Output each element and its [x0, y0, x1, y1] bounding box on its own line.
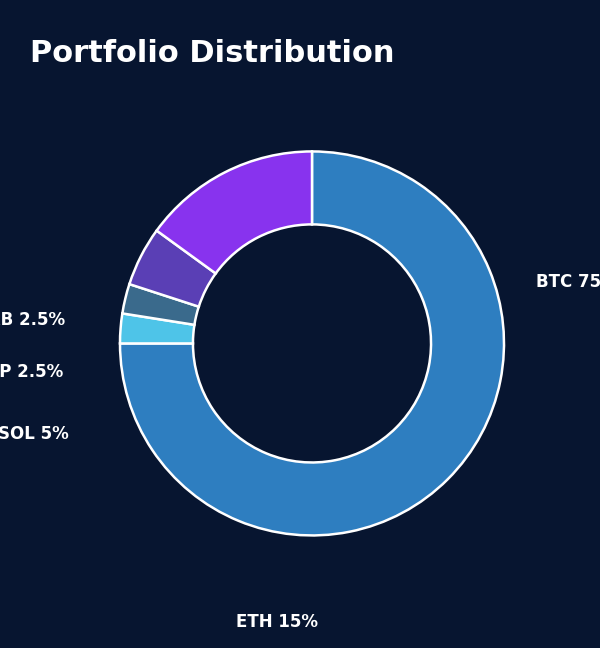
Wedge shape [130, 231, 215, 307]
Wedge shape [120, 152, 504, 535]
Text: ETH 15%: ETH 15% [236, 613, 319, 631]
Wedge shape [157, 152, 312, 273]
Text: Portfolio Distribution: Portfolio Distribution [30, 39, 395, 68]
Text: BTC 75%: BTC 75% [536, 273, 600, 291]
Wedge shape [122, 284, 199, 325]
Text: OP 2.5%: OP 2.5% [0, 364, 63, 381]
Wedge shape [120, 314, 194, 343]
Text: SOL 5%: SOL 5% [0, 424, 69, 443]
Text: ARB 2.5%: ARB 2.5% [0, 312, 65, 329]
